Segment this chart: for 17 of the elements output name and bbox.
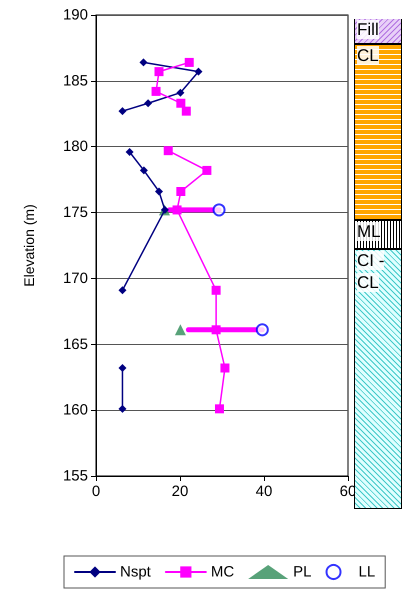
legend-label: PL: [293, 564, 312, 580]
y-tick-label: 190: [62, 6, 88, 24]
x-tick-label: 0: [92, 483, 100, 500]
legend-label: Nspt: [120, 564, 152, 580]
soil-column: Fill CL ML CI - CL: [354, 19, 402, 509]
y-tick-label: 160: [62, 402, 88, 419]
y-tick-label: 175: [62, 204, 88, 222]
legend-label: MC: [210, 564, 234, 580]
y-tick-label: 185: [62, 72, 88, 90]
y-tick-label: 155: [62, 468, 88, 484]
x-tick-label: 20: [172, 483, 188, 500]
x-tick-label: 40: [256, 483, 272, 500]
y-tick-label: 165: [62, 336, 88, 353]
y-tick-label: 180: [62, 138, 88, 156]
y-tick-label: 170: [62, 270, 88, 287]
legend-label: LL: [358, 564, 376, 580]
y-axis-title: Elevation (m): [21, 204, 37, 287]
